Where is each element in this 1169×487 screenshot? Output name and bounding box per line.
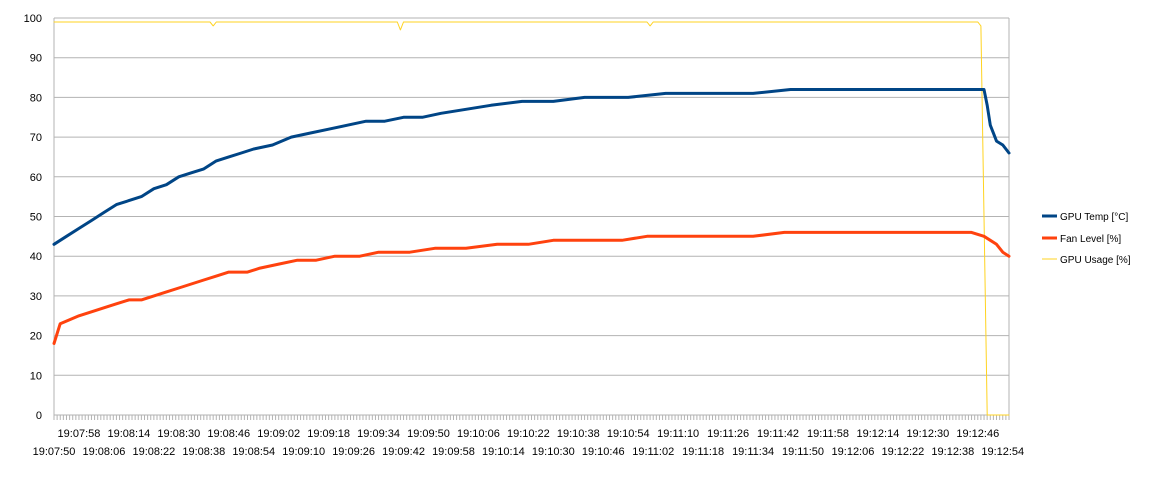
x-tick-label: 19:10:06 [457, 428, 500, 440]
x-tick-label: 19:12:06 [832, 446, 875, 458]
y-tick-label: 10 [30, 370, 42, 382]
x-tick-label: 19:12:46 [956, 428, 999, 440]
y-tick-label: 0 [36, 410, 42, 422]
x-tick-label: 19:11:34 [732, 446, 774, 458]
x-tick-label: 19:11:50 [782, 446, 824, 458]
x-tick-label: 19:10:54 [607, 428, 650, 440]
y-tick-label: 60 [30, 172, 42, 184]
x-tick-label: 19:08:54 [232, 446, 275, 458]
x-tick-label: 19:12:22 [881, 446, 924, 458]
x-tick-label: 19:09:26 [332, 446, 375, 458]
y-tick-label: 20 [30, 331, 42, 343]
y-tick-label: 80 [30, 92, 42, 104]
x-tick-label: 19:08:06 [83, 446, 126, 458]
x-tick-label: 19:09:18 [307, 428, 350, 440]
y-tick-label: 30 [30, 291, 42, 303]
x-tick-label: 19:10:14 [482, 446, 525, 458]
x-tick-label: 19:08:14 [107, 428, 150, 440]
x-tick-label: 19:09:10 [282, 446, 325, 458]
x-tick-label: 19:11:10 [657, 428, 699, 440]
x-tick-label: 19:08:38 [182, 446, 225, 458]
x-tick-label: 19:09:58 [432, 446, 475, 458]
x-tick-label: 19:07:58 [58, 428, 101, 440]
x-tick-label: 19:11:02 [632, 446, 674, 458]
y-tick-label: 50 [30, 212, 42, 224]
x-tick-label: 19:09:34 [357, 428, 400, 440]
x-tick-label: 19:11:26 [707, 428, 749, 440]
x-tick-label: 19:11:42 [757, 428, 799, 440]
x-tick-label: 19:10:30 [532, 446, 575, 458]
legend-label: Fan Level [%] [1060, 234, 1121, 245]
legend-label: GPU Usage [%] [1060, 255, 1131, 266]
x-tick-label: 19:09:42 [382, 446, 425, 458]
x-tick-label: 19:09:50 [407, 428, 450, 440]
y-tick-label: 40 [30, 251, 42, 263]
y-tick-label: 90 [30, 53, 42, 65]
x-tick-label: 19:12:30 [906, 428, 949, 440]
series-lines [52, 21, 1011, 416]
grid [53, 17, 1010, 416]
x-tick-label: 19:11:18 [682, 446, 724, 458]
series-line-2 [53, 21, 1010, 416]
x-axis: 19:07:58 19:08:14 19:08:30 19:08:46 19:09:02… [33, 415, 1024, 458]
legend: GPU Temp [°C] Fan Level [%] GPU Usage [%] [1042, 212, 1131, 266]
x-tick-label: 19:11:58 [807, 428, 849, 440]
x-tick-label: 19:07:50 [33, 446, 76, 458]
x-tick-label: 19:08:46 [207, 428, 250, 440]
x-tick-label: 19:08:22 [132, 446, 175, 458]
legend-label: GPU Temp [°C] [1060, 212, 1128, 223]
x-tick-label: 19:08:30 [157, 428, 200, 440]
x-tick-label: 19:12:38 [931, 446, 974, 458]
x-tick-label: 19:12:54 [981, 446, 1024, 458]
x-tick-label: 19:10:38 [557, 428, 600, 440]
x-tick-label: 19:10:46 [582, 446, 625, 458]
x-tick-label: 19:09:02 [257, 428, 300, 440]
series-line-0 [52, 88, 1011, 246]
y-tick-label: 70 [30, 132, 42, 144]
series-line-1 [52, 230, 1011, 345]
x-tick-label: 19:10:22 [507, 428, 550, 440]
y-axis: 0 10 20 30 40 50 60 70 80 90 100 [24, 13, 42, 422]
y-tick-label: 100 [24, 13, 42, 25]
x-tick-label: 19:12:14 [857, 428, 900, 440]
